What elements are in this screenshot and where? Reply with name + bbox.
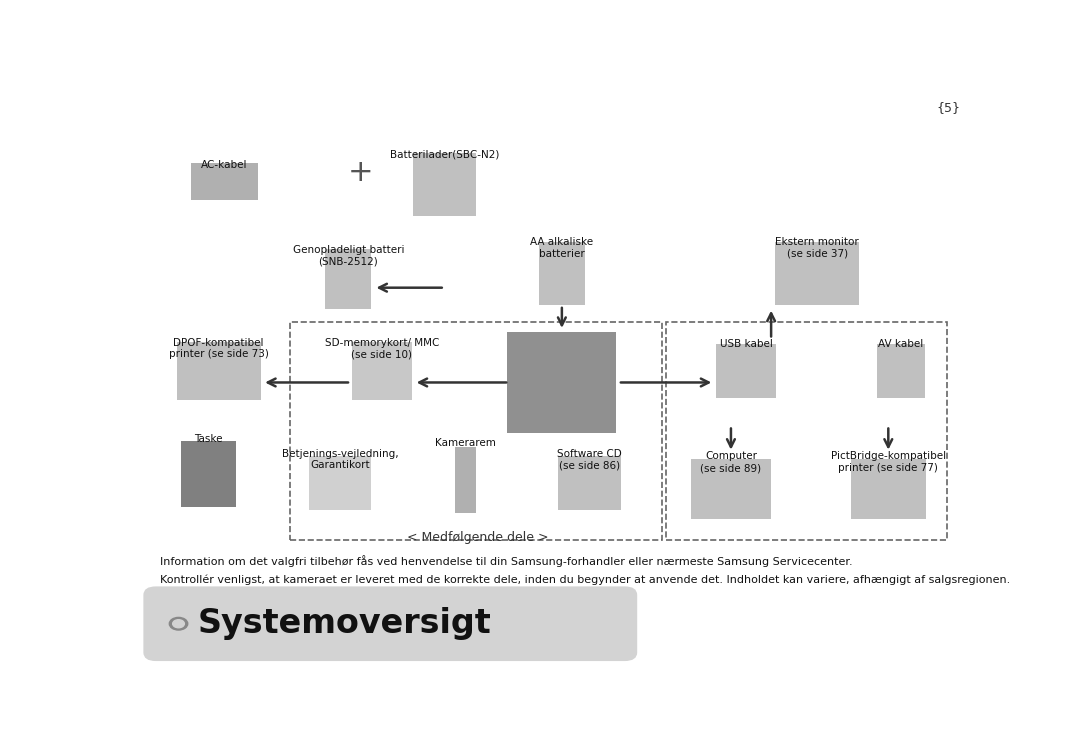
- Bar: [877, 344, 926, 398]
- Circle shape: [173, 620, 185, 627]
- Bar: [558, 456, 621, 510]
- Text: Information om det valgfri tilbehør fås ved henvendelse til din Samsung-forhandl: Information om det valgfri tilbehør fås …: [160, 555, 853, 567]
- Circle shape: [170, 618, 188, 630]
- Text: Betjenings-vejledning,
Garantikort: Betjenings-vejledning, Garantikort: [282, 448, 399, 470]
- Text: < Medfølgende dele >: < Medfølgende dele >: [407, 531, 549, 545]
- Text: USB kabel: USB kabel: [719, 339, 772, 349]
- Bar: [325, 249, 372, 310]
- Bar: [666, 322, 947, 540]
- Text: Systemoversigt: Systemoversigt: [198, 607, 491, 640]
- Bar: [352, 342, 413, 400]
- Text: AV kabel: AV kabel: [878, 339, 923, 349]
- Text: Batterilader(SBC-N2): Batterilader(SBC-N2): [390, 150, 499, 160]
- Text: Software CD
(se side 86): Software CD (se side 86): [557, 448, 622, 470]
- FancyBboxPatch shape: [144, 586, 637, 661]
- Bar: [691, 459, 771, 519]
- Text: AC-kabel: AC-kabel: [201, 160, 247, 169]
- Text: +: +: [348, 158, 374, 187]
- Text: AA alkaliske
batterier: AA alkaliske batterier: [530, 237, 593, 259]
- Bar: [775, 242, 859, 305]
- Bar: [851, 459, 926, 519]
- Bar: [309, 456, 372, 510]
- Bar: [181, 442, 235, 507]
- Text: Genopladeligt batteri
(SNB-2512): Genopladeligt batteri (SNB-2512): [293, 245, 404, 266]
- Bar: [191, 163, 258, 200]
- Text: Computer
(se side 89): Computer (se side 89): [701, 451, 761, 473]
- Bar: [414, 153, 476, 216]
- Text: {5}: {5}: [936, 101, 960, 114]
- Text: PictBridge-kompatibel
printer (se side 77): PictBridge-kompatibel printer (se side 7…: [831, 451, 946, 473]
- Text: Kamerarem: Kamerarem: [435, 438, 496, 448]
- Text: Kontrollér venligst, at kameraet er leveret med de korrekte dele, inden du begyn: Kontrollér venligst, at kameraet er leve…: [160, 575, 1011, 586]
- Text: Ekstern monitor
(se side 37): Ekstern monitor (se side 37): [775, 237, 859, 259]
- Bar: [539, 242, 585, 305]
- Text: SD-memorykort/ MMC
(se side 10): SD-memorykort/ MMC (se side 10): [325, 338, 440, 360]
- Text: Taske: Taske: [194, 434, 222, 444]
- Bar: [455, 447, 476, 513]
- Text: DPOF-kompatibel
printer (se side 73): DPOF-kompatibel printer (se side 73): [168, 338, 269, 360]
- Bar: [289, 322, 662, 540]
- Bar: [508, 332, 617, 433]
- Bar: [716, 344, 777, 398]
- Bar: [177, 342, 260, 400]
